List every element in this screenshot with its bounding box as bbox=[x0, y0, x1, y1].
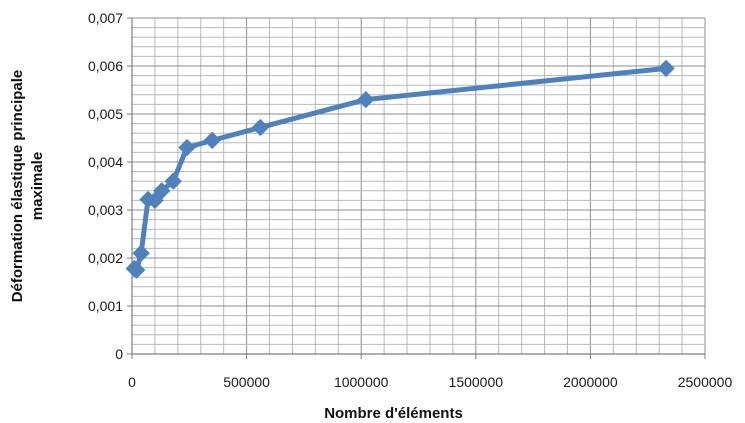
plot-grid bbox=[131, 17, 706, 355]
data-point-marker bbox=[127, 261, 146, 279]
data-point-marker bbox=[153, 182, 171, 200]
y-tick-label: 0,006 bbox=[88, 58, 123, 74]
y-tick-label: 0,002 bbox=[88, 250, 123, 266]
data-point-marker bbox=[178, 138, 196, 157]
x-tick-label: 2000000 bbox=[563, 374, 618, 390]
data-point-marker bbox=[132, 244, 150, 262]
series-line bbox=[131, 65, 669, 273]
y-tick-label: 0,005 bbox=[88, 106, 123, 122]
x-axis-title: Nombre d'éléments bbox=[324, 405, 463, 422]
y-tick-label: 0,001 bbox=[88, 298, 123, 314]
data-point-marker bbox=[357, 90, 375, 109]
y-axis-title-line-1: Déformation élastique principale bbox=[9, 70, 26, 303]
x-tick-label: 500000 bbox=[223, 374, 270, 390]
y-tick-label: 0 bbox=[115, 346, 123, 362]
data-point-marker bbox=[657, 59, 675, 78]
data-point-marker bbox=[164, 172, 182, 190]
y-tick-label: 0,007 bbox=[88, 10, 123, 26]
data-point-marker bbox=[251, 118, 270, 137]
x-tick-label: 0 bbox=[128, 374, 136, 390]
y-tick-label: 0,003 bbox=[88, 202, 123, 218]
y-axis-title-line-2: maximale bbox=[29, 152, 46, 220]
plot-axes bbox=[127, 17, 706, 359]
data-point-marker bbox=[203, 131, 221, 150]
x-tick-label: 2500000 bbox=[678, 374, 733, 390]
y-tick-labels: 0 0,001 0,002 0,003 0,004 0,005 0,006 0,007 bbox=[88, 10, 123, 362]
y-axis-title: Déformation élastique principale maximal… bbox=[9, 70, 46, 303]
y-tick-label: 0,004 bbox=[88, 154, 123, 170]
series-layer bbox=[125, 59, 675, 279]
x-tick-label: 1000000 bbox=[334, 374, 389, 390]
x-tick-labels: 0 500000 1000000 1500000 2000000 2500000 bbox=[128, 374, 732, 390]
x-tick-label: 1500000 bbox=[449, 374, 504, 390]
